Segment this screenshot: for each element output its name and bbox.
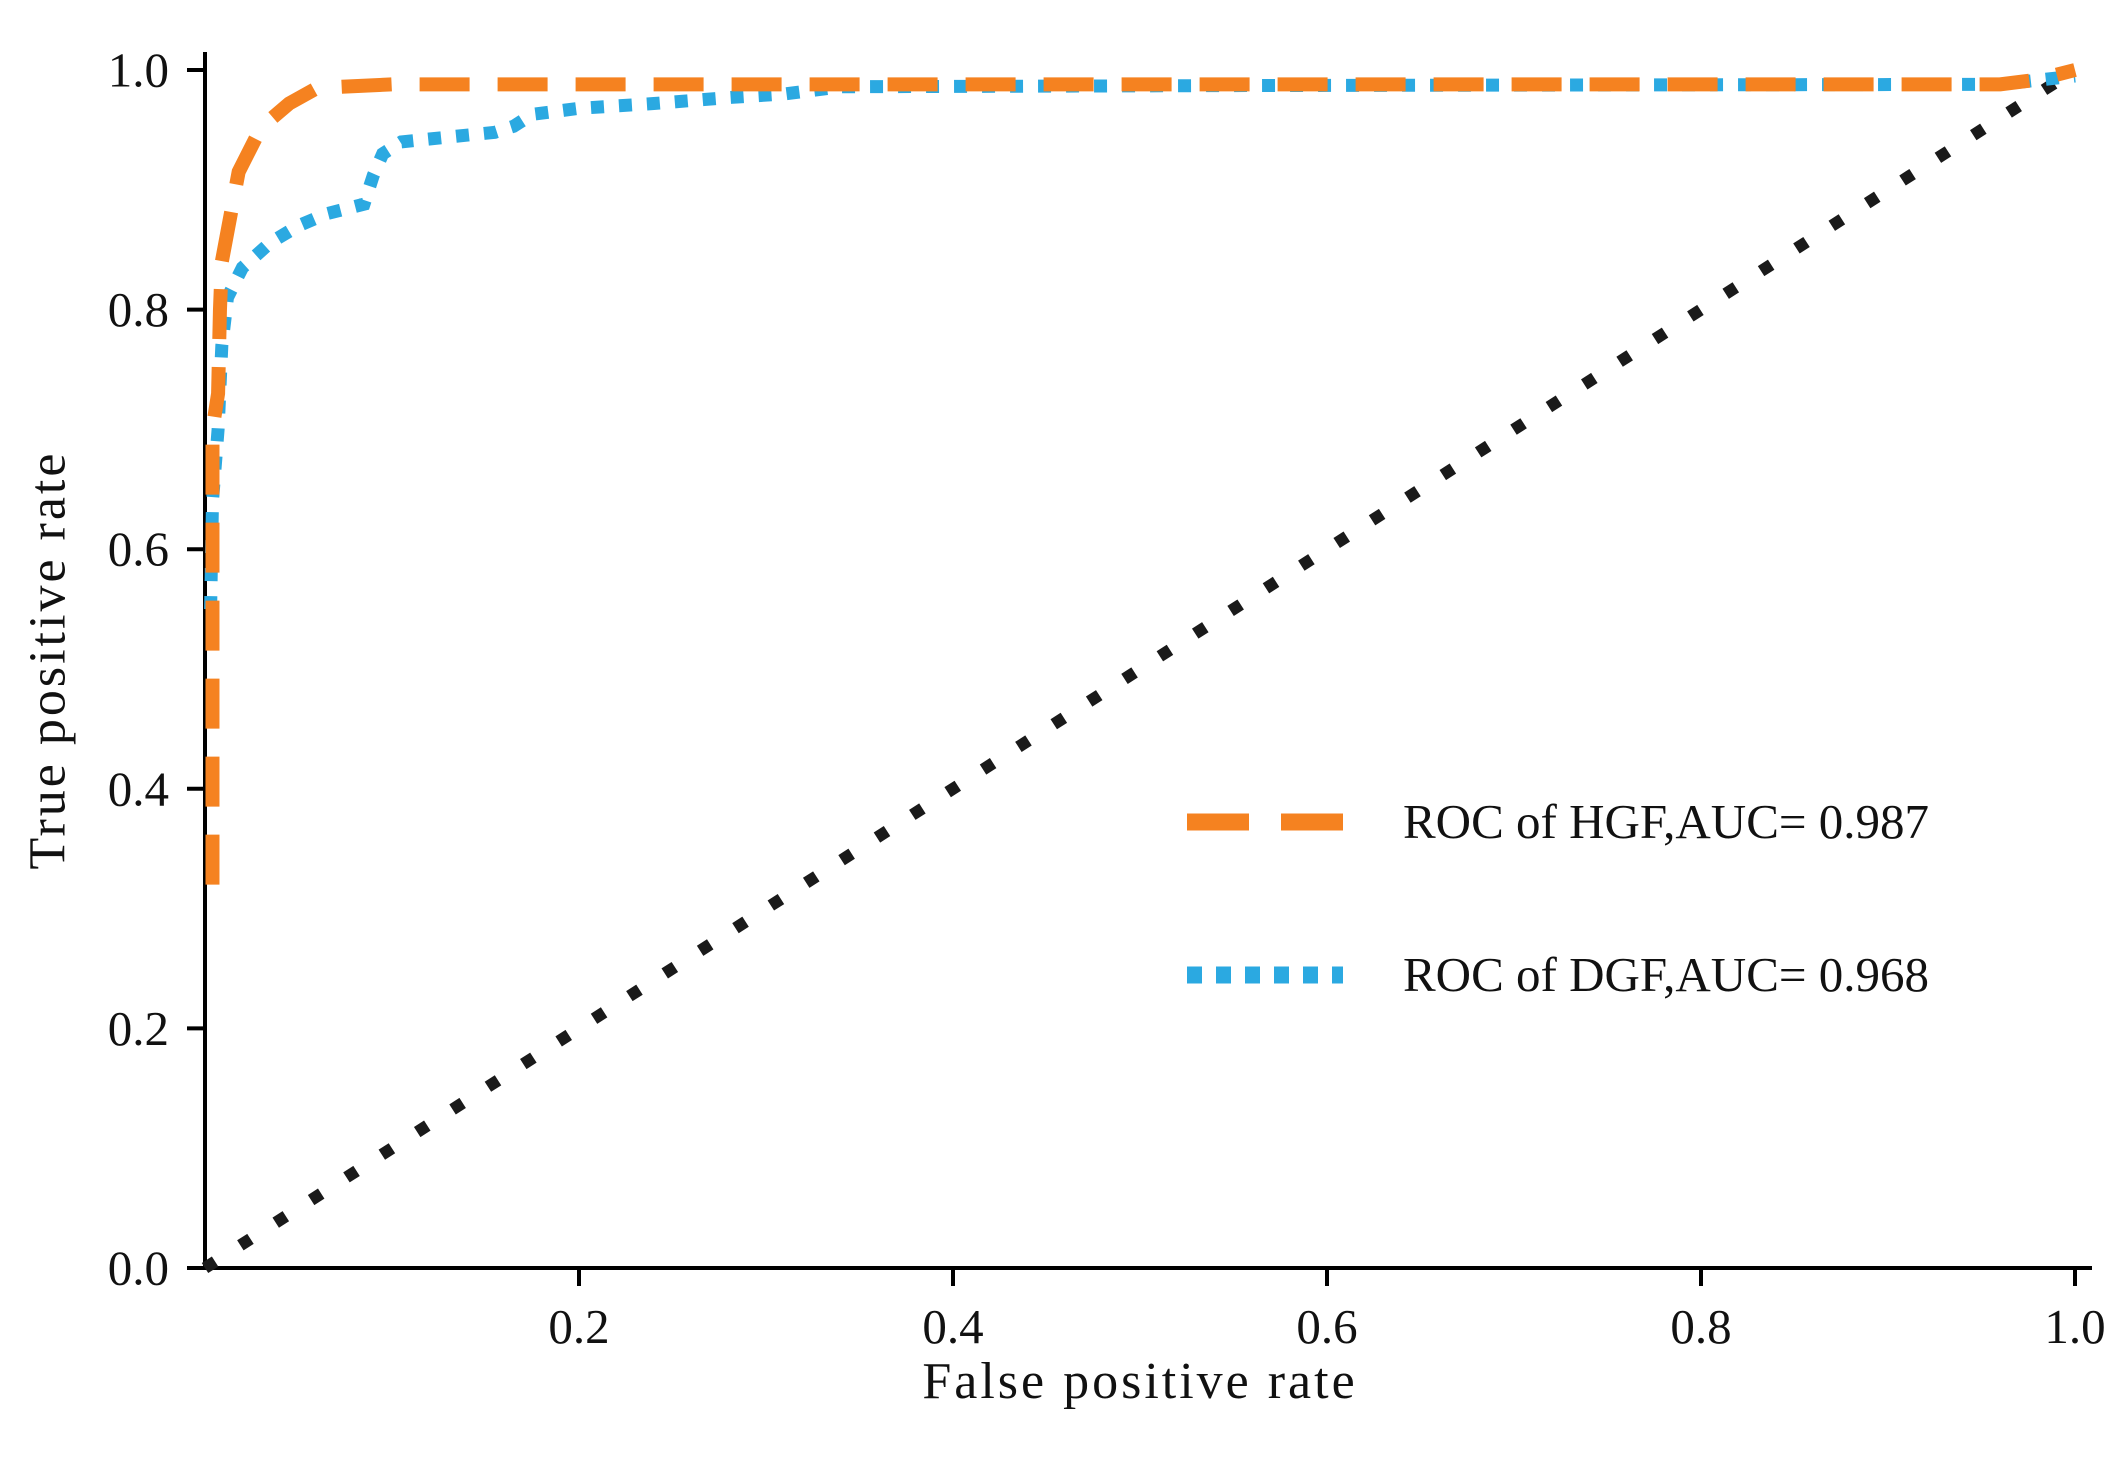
dgf-dotted-line-swatch xyxy=(1187,966,1343,983)
svg-text:0.6: 0.6 xyxy=(1296,1299,1357,1354)
svg-text:1.0: 1.0 xyxy=(2044,1299,2105,1354)
x-axis-label: False positive rate xyxy=(922,1353,1358,1410)
legend-label-dgf: ROC of DGF,AUC= 0.968 xyxy=(1403,947,1930,1002)
svg-text:0.2: 0.2 xyxy=(108,1001,169,1056)
svg-text:0.6: 0.6 xyxy=(108,522,169,577)
svg-text:0.8: 0.8 xyxy=(108,282,169,337)
svg-text:0.4: 0.4 xyxy=(108,761,169,816)
hgf-dashed-line-swatch xyxy=(1187,813,1343,830)
svg-text:0.8: 0.8 xyxy=(1670,1299,1731,1354)
svg-text:0.4: 0.4 xyxy=(922,1299,983,1354)
legend-label-hgf: ROC of HGF,AUC= 0.987 xyxy=(1403,794,1930,849)
y-axis-label: True positive rate xyxy=(19,450,77,870)
legend-item-hgf: ROC of HGF,AUC= 0.987 xyxy=(1185,793,1929,850)
svg-text:0.0: 0.0 xyxy=(108,1241,169,1296)
svg-text:1.0: 1.0 xyxy=(108,43,169,98)
legend: ROC of HGF,AUC= 0.987 ROC of DGF,AUC= 0.… xyxy=(1185,793,1929,1003)
svg-text:0.2: 0.2 xyxy=(548,1299,609,1354)
legend-item-dgf: ROC of DGF,AUC= 0.968 xyxy=(1185,946,1929,1003)
